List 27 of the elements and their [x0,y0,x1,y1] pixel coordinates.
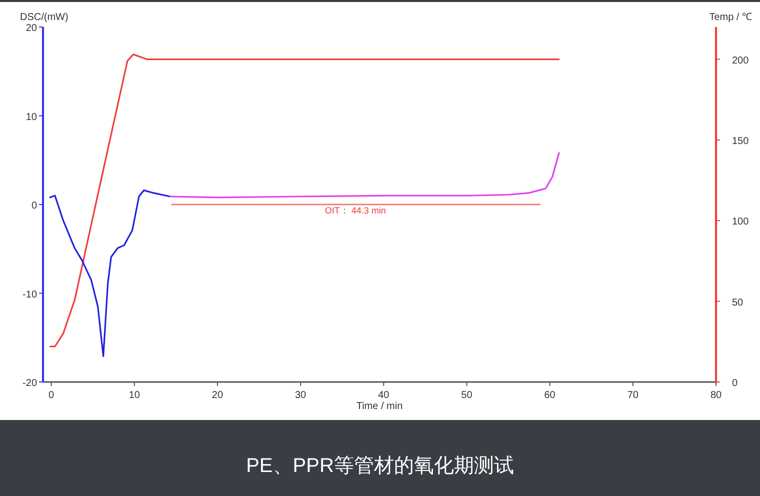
y-axis-title: DSC/(mW) [20,12,68,23]
y-tick-label: 10 [26,112,38,123]
annotation: OIT： 44.3 min [324,206,386,216]
y2-tick-label: 50 [732,297,744,308]
y-tick-label: -20 [22,378,38,389]
x-tick-label: 60 [544,390,556,401]
y2-tick-label: 150 [732,136,750,147]
y2-tick-label: 0 [732,378,738,389]
line-series [49,54,560,348]
x-tick-label: 80 [710,390,722,401]
y-tick-label: 20 [26,23,38,34]
x-tick-label: 10 [128,390,140,401]
y-tick-label: 0 [31,200,38,212]
x-axis-title: Time / min [356,401,403,412]
y-tick-label: -10 [22,289,38,300]
x-tick-label: 30 [295,390,307,401]
x-tick-label: 70 [627,390,639,401]
line-series [169,152,560,198]
x-tick-label: 40 [378,390,390,401]
y2-axis-title: Temp / ℃ [709,12,752,23]
x-tick-label: 0 [48,390,55,401]
x-tick-label: 50 [461,390,473,401]
line-series [49,190,171,358]
y2-tick-label: 100 [732,216,750,228]
x-tick-label: 20 [212,390,224,401]
text: PE、PPR等管材的氧化期测试 [246,455,514,477]
y2-tick-label: 200 [732,55,750,66]
